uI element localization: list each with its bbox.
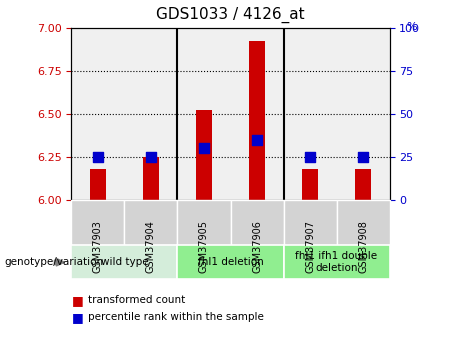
Text: ■: ■ xyxy=(71,311,83,324)
Text: wild type: wild type xyxy=(100,257,148,267)
Text: genotype/variation: genotype/variation xyxy=(5,257,104,267)
Text: percentile rank within the sample: percentile rank within the sample xyxy=(88,313,264,322)
Text: transformed count: transformed count xyxy=(88,295,185,305)
Bar xyxy=(90,169,106,200)
Text: ■: ■ xyxy=(71,294,83,307)
Text: GSM37907: GSM37907 xyxy=(305,220,315,273)
Point xyxy=(359,154,366,160)
Text: GSM37904: GSM37904 xyxy=(146,220,156,273)
Title: GDS1033 / 4126_at: GDS1033 / 4126_at xyxy=(156,7,305,23)
Bar xyxy=(249,41,265,200)
Point xyxy=(94,154,101,160)
Text: fhl1 ifh1 double
deletion: fhl1 ifh1 double deletion xyxy=(296,252,378,273)
Point xyxy=(306,154,313,160)
Text: fhl1 deletion: fhl1 deletion xyxy=(198,257,263,267)
Bar xyxy=(143,157,159,200)
Bar xyxy=(196,110,212,200)
Point xyxy=(254,137,261,142)
Text: GSM37905: GSM37905 xyxy=(199,220,209,273)
Text: GSM37906: GSM37906 xyxy=(252,220,262,273)
Text: GSM37908: GSM37908 xyxy=(358,220,368,273)
Bar xyxy=(302,169,318,200)
Point xyxy=(148,154,155,160)
Y-axis label: %: % xyxy=(407,22,417,32)
Point xyxy=(200,146,207,151)
Text: GSM37903: GSM37903 xyxy=(93,220,103,273)
Bar xyxy=(355,169,371,200)
